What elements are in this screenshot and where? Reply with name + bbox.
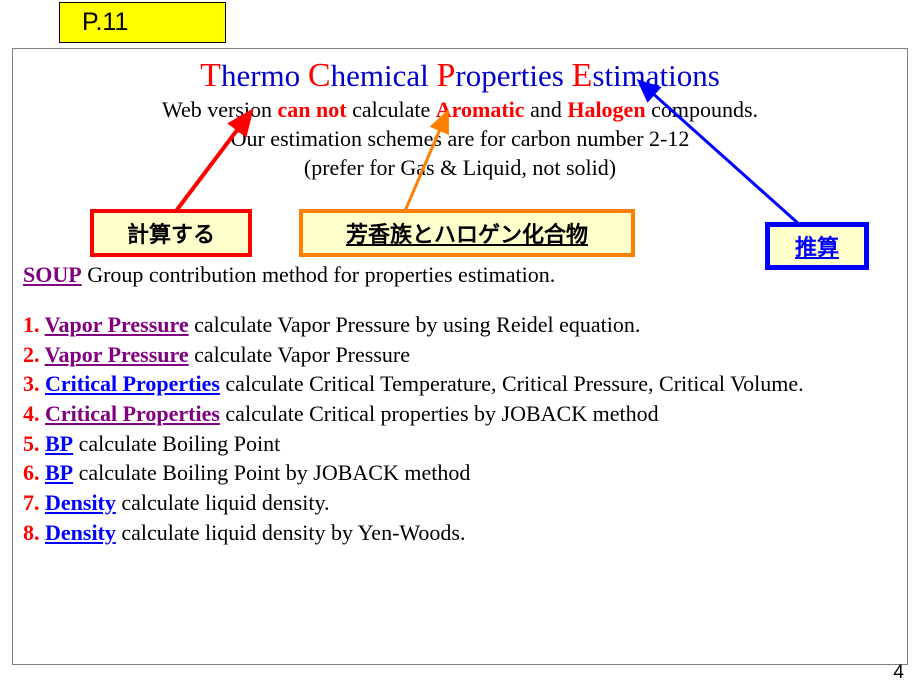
title-initial: P	[436, 57, 455, 94]
list-desc: calculate Critical Temperature, Critical…	[220, 371, 804, 396]
list-link[interactable]: Vapor Pressure	[45, 312, 189, 337]
sub1-post: compounds.	[646, 97, 758, 122]
sub1-mid1: calculate	[347, 97, 436, 122]
subtitle-2: Our estimation schemes are for carbon nu…	[23, 125, 897, 154]
list-desc: calculate Boiling Point by JOBACK method	[73, 460, 470, 485]
annotation-calculate: 計算する	[90, 209, 252, 257]
list-link[interactable]: Vapor Pressure	[45, 342, 189, 367]
list-link[interactable]: Density	[45, 520, 116, 545]
title-initial: C	[308, 57, 331, 94]
list-desc: calculate Vapor Pressure by using Reidel…	[189, 312, 641, 337]
content-panel: Thermo Chemical Properties Estimations W…	[12, 48, 908, 665]
title-word: hermo	[221, 58, 300, 93]
annotation-calculate-label: 計算する	[127, 217, 215, 249]
sub1-cannot: can not	[278, 97, 347, 122]
slide-number: 4	[893, 662, 904, 684]
page-tag: P.11	[59, 2, 226, 43]
list-link[interactable]: BP	[45, 460, 73, 485]
list-number: 6.	[23, 460, 45, 485]
title-word: hemical	[331, 58, 429, 93]
list-item: 7. Density calculate liquid density.	[23, 488, 897, 518]
list-desc: calculate Boiling Point	[73, 431, 280, 456]
list-number: 1.	[23, 312, 45, 337]
list-link[interactable]: BP	[45, 431, 73, 456]
title-initial: T	[200, 57, 221, 94]
list-number: 2.	[23, 342, 45, 367]
list-item: 8. Density calculate liquid density by Y…	[23, 518, 897, 548]
subtitle-3: (prefer for Gas & Liquid, not solid)	[23, 154, 897, 183]
list-desc: calculate Vapor Pressure	[189, 342, 410, 367]
list-number: 8.	[23, 520, 45, 545]
list-link[interactable]: Critical Properties	[45, 401, 220, 426]
list-desc: calculate Critical properties by JOBACK …	[220, 401, 659, 426]
title-word: stimations	[592, 58, 719, 93]
list-number: 3.	[23, 371, 45, 396]
page-tag-label: P.11	[82, 8, 128, 37]
sub1-halogen: Halogen	[567, 97, 645, 122]
sub1-mid2: and	[525, 97, 568, 122]
main-title: Thermo Chemical Properties Estimations	[23, 57, 897, 94]
list-desc: calculate liquid density.	[116, 490, 330, 515]
annotation-aromatic-halogen: 芳香族とハロゲン化合物	[299, 209, 635, 257]
list-link[interactable]: Critical Properties	[45, 371, 220, 396]
method-list: 1. Vapor Pressure calculate Vapor Pressu…	[23, 310, 897, 548]
list-desc: calculate liquid density by Yen-Woods.	[116, 520, 466, 545]
title-initial: E	[572, 57, 593, 94]
title-word: roperties	[455, 58, 563, 93]
list-item: 3. Critical Properties calculate Critica…	[23, 369, 897, 399]
list-item: 2. Vapor Pressure calculate Vapor Pressu…	[23, 340, 897, 370]
sub1-pre: Web version	[162, 97, 278, 122]
list-item: 6. BP calculate Boiling Point by JOBACK …	[23, 458, 897, 488]
intro-text: Group contribution method for properties…	[82, 262, 556, 287]
list-item: 1. Vapor Pressure calculate Vapor Pressu…	[23, 310, 897, 340]
list-number: 4.	[23, 401, 45, 426]
annotation-estimate-label: 推算	[795, 230, 839, 262]
soup-link[interactable]: SOUP	[23, 262, 82, 287]
subtitle-1: Web version can not calculate Aromatic a…	[23, 96, 897, 125]
list-number: 7.	[23, 490, 45, 515]
annotation-aromatic-halogen-label: 芳香族とハロゲン化合物	[346, 217, 588, 249]
list-link[interactable]: Density	[45, 490, 116, 515]
list-item: 5. BP calculate Boiling Point	[23, 429, 897, 459]
list-number: 5.	[23, 431, 45, 456]
sub1-aromatic: Aromatic	[436, 97, 525, 122]
list-item: 4. Critical Properties calculate Critica…	[23, 399, 897, 429]
annotation-estimate: 推算	[765, 222, 869, 270]
